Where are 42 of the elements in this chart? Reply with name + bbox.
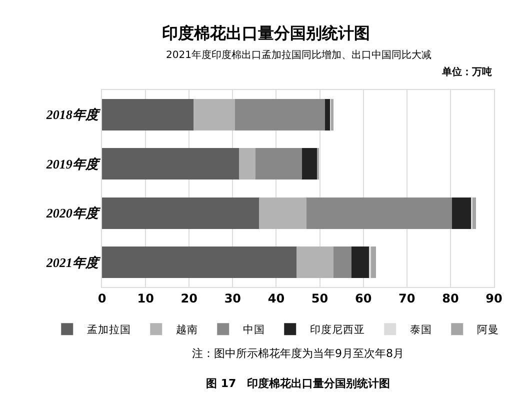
y-tick-label: 2018年度 bbox=[45, 107, 102, 122]
chart-subtitle: 2021年度印度棉出口孟加拉国同比增加、出口中国同比大减 bbox=[166, 49, 432, 61]
x-tick-label: 50 bbox=[311, 291, 328, 306]
bar bbox=[259, 197, 306, 229]
caption: 图 17 印度棉花出口量分国别统计图 bbox=[206, 377, 390, 390]
bar bbox=[102, 148, 239, 180]
legend-label: 阿曼 bbox=[477, 324, 500, 336]
x-tick-label: 10 bbox=[137, 291, 154, 306]
y-tick-label: 2021年度 bbox=[45, 254, 102, 270]
bar bbox=[472, 197, 476, 229]
bar bbox=[371, 246, 376, 278]
legend-label: 孟加拉国 bbox=[87, 323, 132, 336]
x-tick-label: 80 bbox=[442, 291, 459, 306]
x-tick-label: 0 bbox=[98, 291, 106, 306]
text: 单位：万吨 bbox=[441, 66, 492, 78]
y-tick-label: 2019年度 bbox=[45, 156, 102, 172]
legend-label: 印度尼西亚 bbox=[310, 323, 366, 336]
x-tick-label: 30 bbox=[224, 291, 242, 306]
y-tick-label: 2020年度 bbox=[45, 206, 102, 221]
bar bbox=[102, 98, 194, 130]
legend-label: 越南 bbox=[176, 323, 198, 336]
x-tick-label: 40 bbox=[268, 291, 285, 306]
bar bbox=[334, 246, 352, 278]
bar bbox=[306, 197, 452, 229]
x-tick-label: 60 bbox=[354, 291, 372, 306]
bar bbox=[296, 246, 334, 278]
text: 注：图中所示棉花年度为当年9月至次年8月 bbox=[192, 347, 404, 360]
bar bbox=[302, 148, 318, 180]
legend-label: 中国 bbox=[243, 323, 266, 336]
x-tick-label: 90 bbox=[486, 291, 502, 306]
bar bbox=[452, 197, 472, 229]
bar bbox=[255, 148, 302, 180]
chart-title: 印度棉花出口量分国别统计图 bbox=[162, 24, 370, 43]
x-tick-label: 20 bbox=[180, 291, 198, 306]
bar bbox=[102, 246, 296, 278]
bar bbox=[238, 148, 256, 180]
bar bbox=[193, 98, 235, 130]
bar bbox=[352, 246, 369, 278]
bar bbox=[234, 98, 325, 130]
bar bbox=[102, 197, 260, 229]
x-tick-label: 70 bbox=[398, 291, 416, 306]
legend-label: 泰国 bbox=[410, 324, 432, 336]
